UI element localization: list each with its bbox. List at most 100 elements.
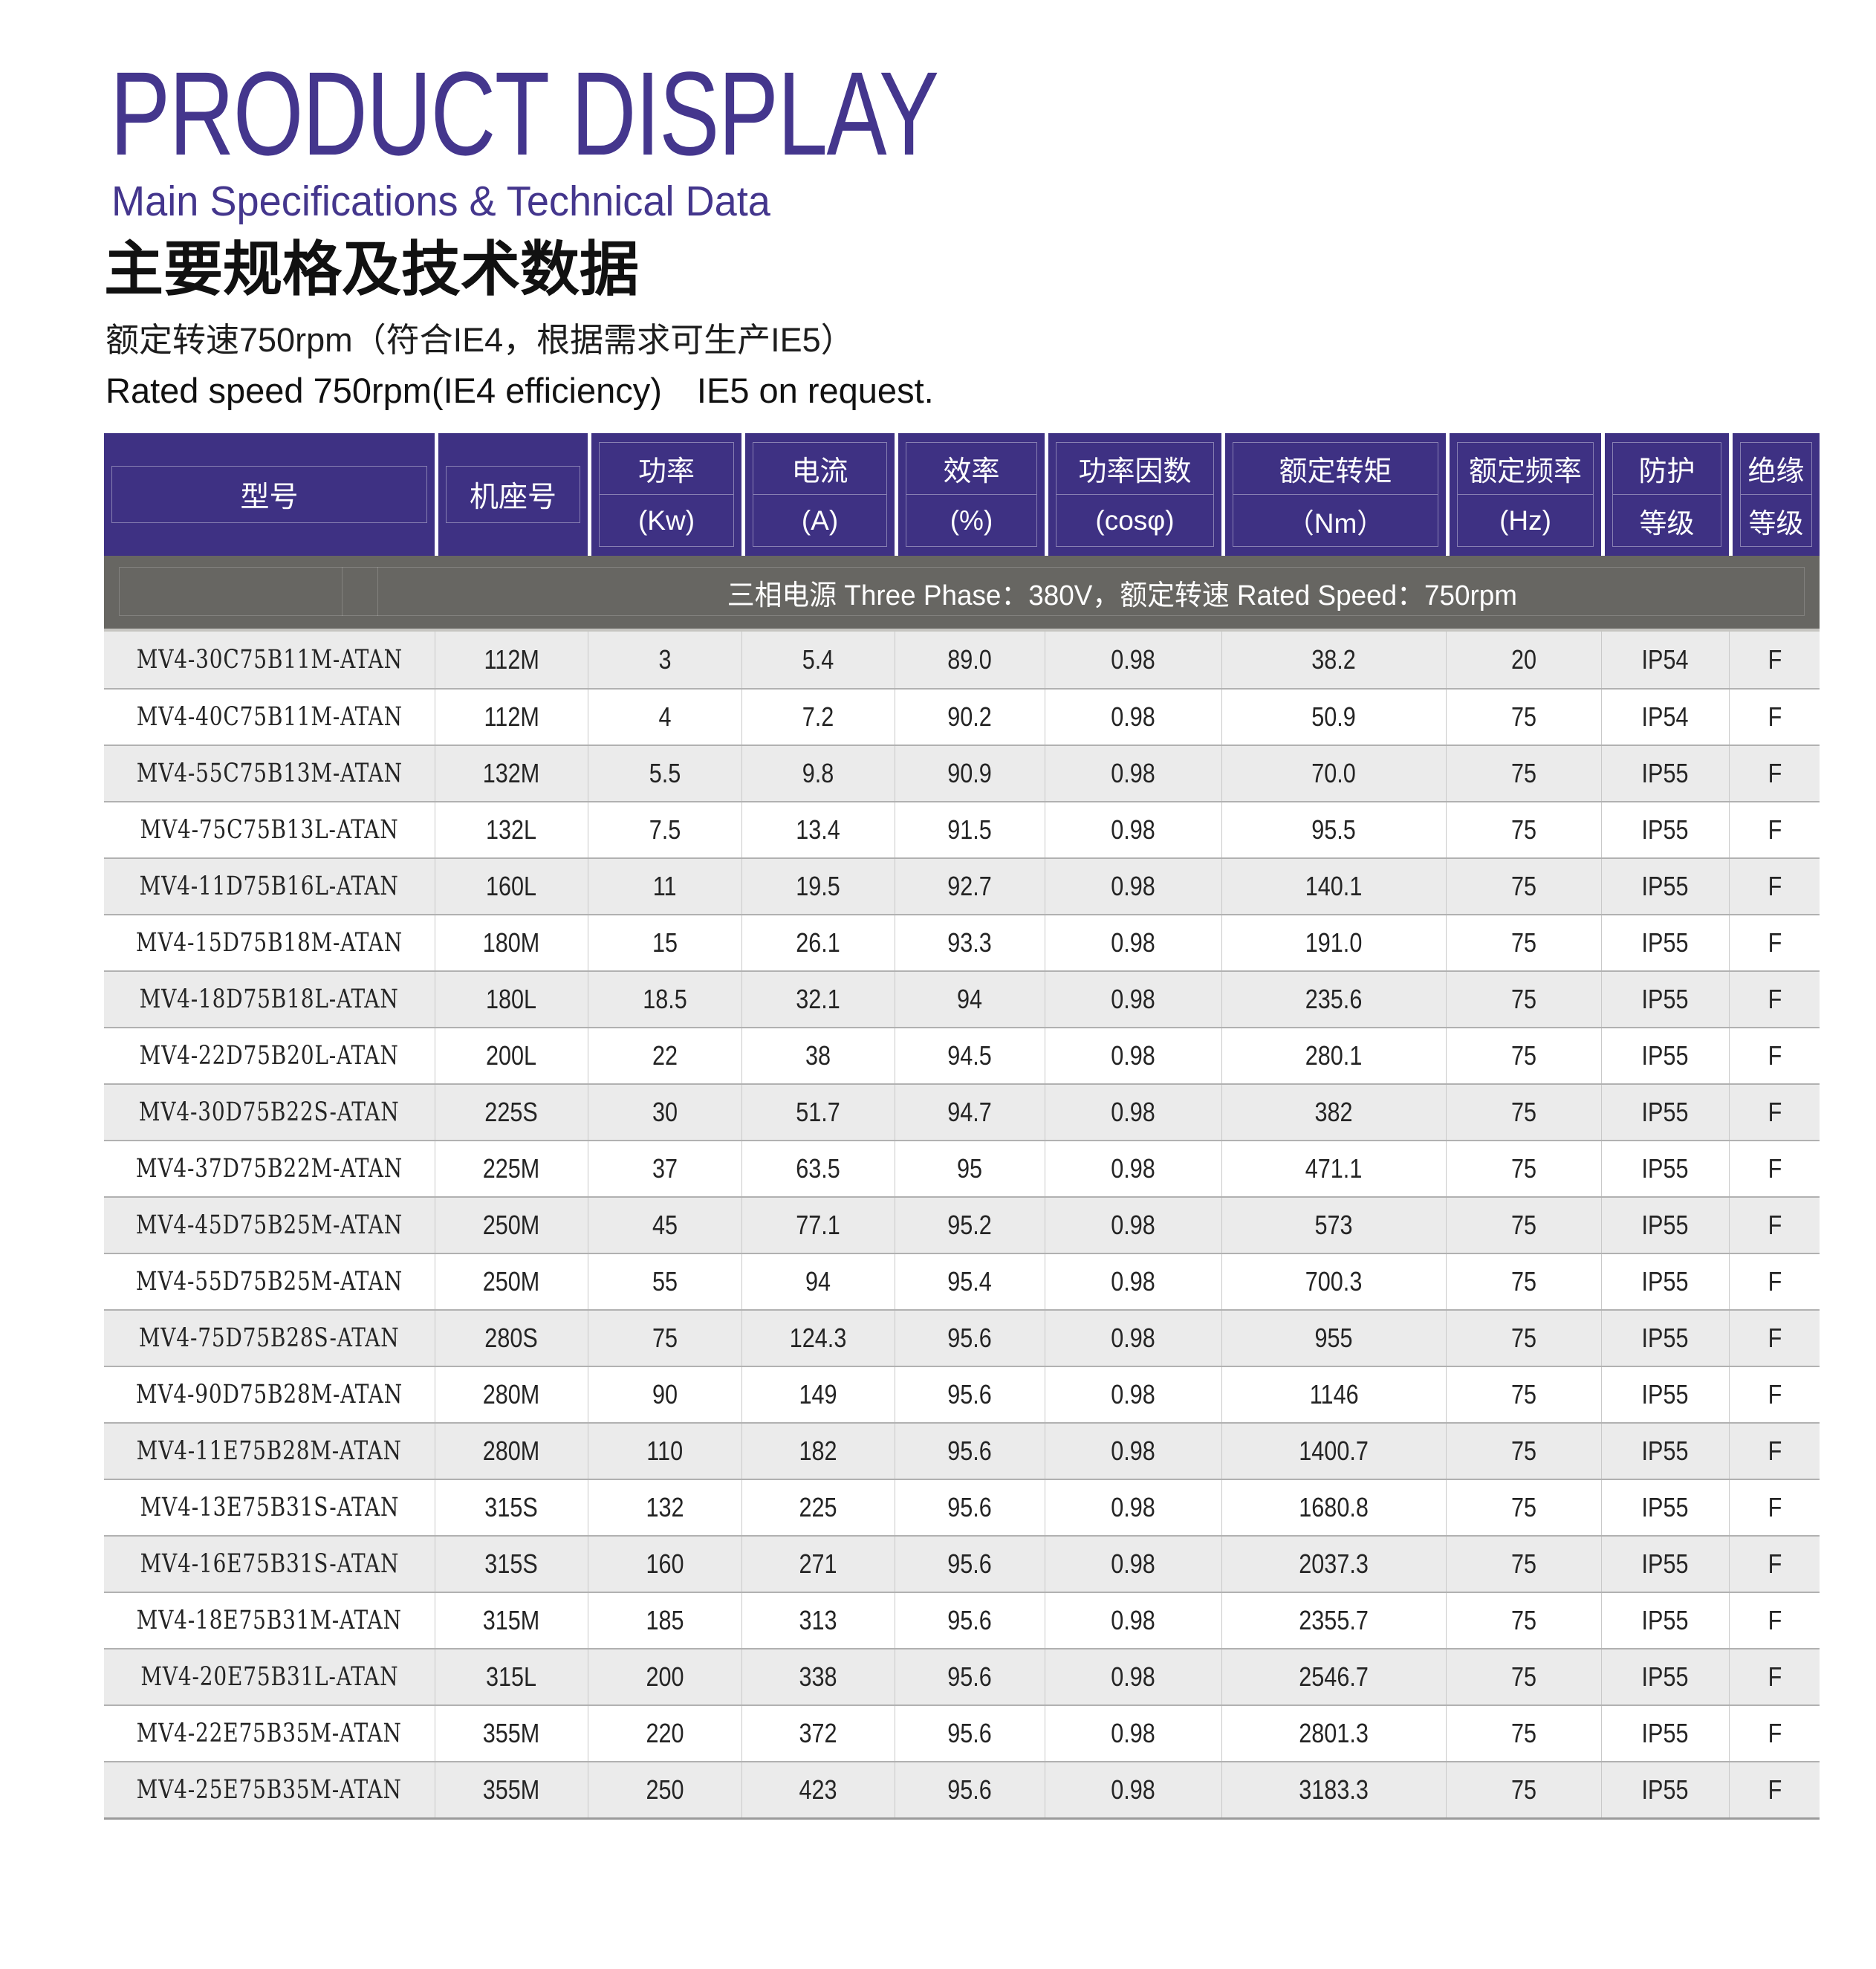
cell-text: 91.5: [947, 814, 993, 845]
cell-text: 75: [1510, 758, 1537, 788]
value-cell: 140.1: [1221, 859, 1446, 914]
value-cell: 18.5: [588, 972, 741, 1027]
value-cell: 0.98: [1045, 1085, 1221, 1140]
table-row: MV4-25E75B35M-ATAN 355M 250 423 95.6 0.98 3183…: [104, 1761, 1820, 1817]
cell-text: MV4-20E75B31L-ATAN: [140, 1662, 399, 1692]
cell-text: 32.1: [796, 984, 841, 1014]
cell-text: MV4-15D75B18M-ATAN: [135, 928, 403, 958]
cell-text: MV4-90D75B28M-ATAN: [135, 1380, 403, 1410]
cell-text: 313: [799, 1605, 838, 1635]
value-cell: 250M: [435, 1254, 588, 1309]
cell-text: 0.98: [1111, 1097, 1156, 1127]
cell-text: IP55: [1642, 1492, 1689, 1522]
value-cell: 95.6: [895, 1424, 1045, 1479]
value-cell: F: [1729, 746, 1820, 801]
value-cell: 0.98: [1045, 972, 1221, 1027]
cell-text: 250M: [483, 1266, 540, 1297]
value-cell: F: [1729, 1367, 1820, 1422]
value-cell: 112M: [435, 690, 588, 745]
value-cell: 2546.7: [1221, 1650, 1446, 1704]
model-cell: MV4-40C75B11M-ATAN: [104, 690, 435, 745]
value-cell: 0.98: [1045, 1480, 1221, 1535]
value-cell: 280S: [435, 1311, 588, 1366]
cell-text: 13.4: [796, 814, 841, 845]
cell-text: MV4-22D75B20L-ATAN: [139, 1041, 400, 1071]
cell-text: 89.0: [947, 644, 993, 675]
cell-text: 50.9: [1311, 701, 1357, 732]
cell-text: 92.7: [947, 871, 993, 901]
cell-text: 90: [652, 1379, 678, 1410]
value-cell: IP55: [1601, 1085, 1729, 1140]
value-cell: 315S: [435, 1480, 588, 1535]
value-cell: 180M: [435, 915, 588, 970]
cell-text: 5.5: [649, 758, 681, 788]
value-cell: 90: [588, 1367, 741, 1422]
value-cell: 382: [1221, 1085, 1446, 1140]
model-cell: MV4-30D75B22S-ATAN: [104, 1085, 435, 1140]
value-cell: 955: [1221, 1311, 1446, 1366]
header-label: 额定转矩: [1233, 443, 1438, 495]
cell-text: 75: [1510, 1492, 1537, 1522]
table-row: MV4-90D75B28M-ATAN 280M 90 149 95.6 0.98 1146 7…: [104, 1366, 1820, 1422]
cell-text: 75: [1510, 1097, 1537, 1127]
cell-text: 95.6: [947, 1436, 993, 1466]
cell-text: 132L: [486, 814, 537, 845]
cell-text: 0.98: [1111, 1774, 1156, 1805]
cell-text: F: [1768, 1661, 1782, 1692]
cell-text: 124.3: [790, 1323, 847, 1353]
value-cell: 0.98: [1045, 1198, 1221, 1253]
cell-text: F: [1768, 1718, 1782, 1748]
value-cell: 63.5: [741, 1141, 895, 1196]
cell-text: 38: [805, 1040, 831, 1071]
cell-text: IP55: [1642, 1379, 1689, 1410]
value-cell: IP55: [1601, 802, 1729, 857]
cell-text: 26.1: [796, 927, 841, 958]
table-row: MV4-22E75B35M-ATAN 355M 220 372 95.6 0.98 2801…: [104, 1704, 1820, 1761]
cell-text: 75: [1510, 701, 1537, 732]
value-cell: 75: [1446, 1367, 1601, 1422]
cell-text: MV4-40C75B11M-ATAN: [136, 702, 403, 732]
cell-text: MV4-16E75B31S-ATAN: [140, 1549, 399, 1579]
cell-text: IP55: [1642, 1661, 1689, 1692]
cell-text: 93.3: [947, 927, 993, 958]
cell-text: 18.5: [643, 984, 687, 1014]
cell-text: 0.98: [1111, 701, 1156, 732]
cell-text: 112M: [484, 644, 539, 675]
value-cell: 235.6: [1221, 972, 1446, 1027]
value-cell: IP55: [1601, 1762, 1729, 1817]
cell-text: 315S: [484, 1548, 539, 1579]
cell-text: 180L: [486, 984, 537, 1014]
value-cell: 95.2: [895, 1198, 1045, 1253]
value-cell: 75: [1446, 859, 1601, 914]
value-cell: 94.7: [895, 1085, 1045, 1140]
cell-text: 75: [1510, 1153, 1537, 1184]
header-unit-label: (Hz): [1499, 505, 1551, 536]
value-cell: IP55: [1601, 972, 1729, 1027]
table-row: MV4-20E75B31L-ATAN 315L 200 338 95.6 0.98 2546…: [104, 1648, 1820, 1704]
cell-text: IP54: [1642, 701, 1689, 732]
table-row: MV4-13E75B31S-ATAN 315S 132 225 95.6 0.98 1680…: [104, 1479, 1820, 1535]
value-cell: F: [1729, 690, 1820, 745]
header-inner-border: 功率 (Kw): [599, 442, 734, 547]
cell-text: IP55: [1642, 1153, 1689, 1184]
cell-text: 315M: [483, 1605, 540, 1635]
value-cell: F: [1729, 1424, 1820, 1479]
cell-text: 75: [1510, 1210, 1537, 1240]
cell-text: 7.5: [649, 814, 681, 845]
value-cell: 271: [741, 1537, 895, 1592]
value-cell: 280.1: [1221, 1028, 1446, 1083]
cell-text: 225S: [484, 1097, 539, 1127]
value-cell: 9.8: [741, 746, 895, 801]
value-cell: F: [1729, 802, 1820, 857]
cell-text: 75: [1510, 1379, 1537, 1410]
header-unit-label: 等级: [1748, 507, 1804, 539]
value-cell: IP55: [1601, 1537, 1729, 1592]
value-cell: 95.5: [1221, 802, 1446, 857]
cell-text: 95.5: [1311, 814, 1357, 845]
cell-text: 112M: [484, 701, 539, 732]
table-body: MV4-30C75B11M-ATAN 112M 3 5.4 89.0 0.98 38.2 20…: [104, 632, 1820, 1820]
header-inner-border: 机座号: [446, 466, 580, 523]
model-cell: MV4-45D75B25M-ATAN: [104, 1198, 435, 1253]
cell-text: MV4-30C75B11M-ATAN: [136, 645, 403, 675]
table-row: MV4-55C75B13M-ATAN 132M 5.5 9.8 90.9 0.98 70.0…: [104, 745, 1820, 801]
